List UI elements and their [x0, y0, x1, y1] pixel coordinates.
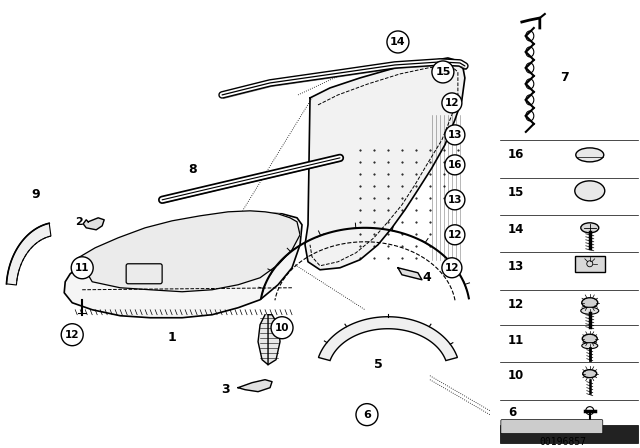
Ellipse shape	[582, 298, 598, 308]
Circle shape	[445, 125, 465, 145]
Text: 6: 6	[508, 406, 516, 419]
Polygon shape	[268, 315, 280, 365]
Circle shape	[442, 258, 462, 278]
Polygon shape	[64, 213, 302, 318]
Circle shape	[61, 324, 83, 346]
Text: 16: 16	[447, 160, 462, 170]
Text: 13: 13	[447, 195, 462, 205]
Text: 6: 6	[363, 409, 371, 420]
Text: 16: 16	[508, 148, 524, 161]
Ellipse shape	[580, 307, 599, 314]
Text: 12: 12	[447, 230, 462, 240]
Polygon shape	[319, 317, 458, 361]
Circle shape	[71, 257, 93, 279]
Text: 7: 7	[561, 71, 569, 84]
Text: 14: 14	[390, 37, 406, 47]
Polygon shape	[83, 218, 104, 230]
Circle shape	[432, 61, 454, 83]
Circle shape	[356, 404, 378, 426]
Text: 1: 1	[168, 331, 177, 344]
FancyBboxPatch shape	[575, 256, 605, 272]
Text: 15: 15	[508, 186, 524, 199]
Text: 00196857: 00196857	[540, 437, 586, 447]
Bar	[500, 425, 637, 443]
Text: 13: 13	[508, 260, 524, 273]
Text: 12: 12	[445, 98, 459, 108]
Text: 13: 13	[447, 130, 462, 140]
Circle shape	[445, 155, 465, 175]
Ellipse shape	[582, 334, 597, 343]
Ellipse shape	[575, 181, 605, 201]
FancyBboxPatch shape	[501, 420, 603, 434]
Text: 11: 11	[75, 263, 90, 273]
Text: 12: 12	[508, 298, 524, 311]
Ellipse shape	[576, 148, 604, 162]
Polygon shape	[398, 268, 422, 280]
Ellipse shape	[582, 343, 598, 349]
Text: 10: 10	[508, 369, 524, 382]
Text: 4: 4	[422, 271, 431, 284]
Polygon shape	[258, 315, 268, 365]
Text: 10: 10	[275, 323, 289, 333]
Text: 11: 11	[508, 334, 524, 347]
Polygon shape	[78, 211, 300, 292]
Text: 12: 12	[65, 330, 79, 340]
Text: 15: 15	[435, 67, 451, 77]
Text: 9: 9	[31, 188, 40, 201]
Text: 2: 2	[76, 217, 83, 227]
Text: 12: 12	[445, 263, 459, 273]
Ellipse shape	[583, 370, 596, 378]
Polygon shape	[238, 379, 272, 392]
Circle shape	[442, 93, 462, 113]
Ellipse shape	[580, 223, 599, 233]
Circle shape	[445, 225, 465, 245]
Polygon shape	[6, 223, 51, 285]
Circle shape	[387, 31, 409, 53]
Text: 14: 14	[508, 223, 524, 236]
Text: 5: 5	[374, 358, 382, 371]
Circle shape	[445, 190, 465, 210]
Text: 8: 8	[188, 164, 196, 177]
Text: 3: 3	[221, 383, 229, 396]
Circle shape	[271, 317, 293, 339]
Polygon shape	[305, 58, 465, 270]
